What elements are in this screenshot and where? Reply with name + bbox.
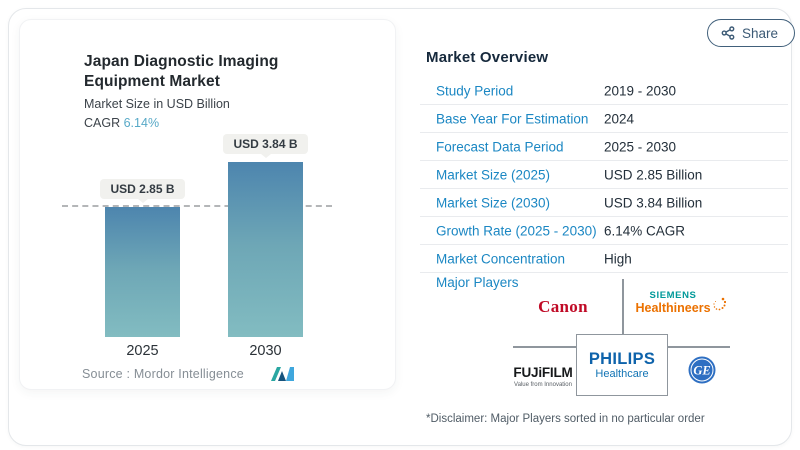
- chart-title: Japan Diagnostic Imaging Equipment Marke…: [84, 53, 279, 90]
- overview-table: Study Period 2019 - 2030 Base Year For E…: [420, 77, 788, 273]
- row-label: Study Period: [436, 83, 514, 98]
- overview-title: Market Overview: [426, 49, 549, 66]
- bar-group-2030: USD 3.84 B 2030: [223, 134, 308, 359]
- players-divider-vertical: [622, 279, 624, 334]
- ge-logo: GE: [687, 355, 717, 390]
- chart-subtitle: Market Size in USD Billion: [84, 97, 230, 111]
- table-row: Forecast Data Period 2025 - 2030: [420, 133, 788, 161]
- row-value: High: [604, 251, 632, 266]
- bar-chart: USD 2.85 B 2025 USD 3.84 B 2030: [62, 130, 332, 359]
- row-value: 2024: [604, 111, 635, 126]
- cagr-value: 6.14%: [123, 116, 160, 130]
- philips-logo-box: PHILIPS Healthcare: [576, 334, 668, 396]
- mordor-intelligence-logo-icon: [270, 366, 296, 387]
- row-label: Market Size (2030): [436, 195, 551, 210]
- chart-cagr: CAGR 6.14%: [84, 116, 159, 130]
- ge-monogram: GE: [693, 364, 710, 378]
- row-value: USD 2.85 Billion: [604, 167, 703, 182]
- fujifilm-wordmark: FUJiFILM: [513, 365, 573, 380]
- canon-logo: Canon: [538, 297, 588, 316]
- row-label: Market Concentration: [436, 251, 566, 266]
- share-icon: [721, 26, 735, 40]
- row-value: 6.14% CAGR: [604, 223, 686, 238]
- share-label: Share: [742, 25, 779, 41]
- row-value: USD 3.84 Billion: [604, 195, 703, 210]
- row-value: 2025 - 2030: [604, 139, 677, 154]
- players-divider-horizontal-right: [668, 346, 730, 348]
- philips-wordmark: PHILIPS: [588, 349, 656, 368]
- row-value: 2019 - 2030: [604, 83, 677, 98]
- share-button[interactable]: Share: [707, 19, 796, 47]
- disclaimer-text: *Disclaimer: Major Players sorted in no …: [426, 413, 705, 425]
- fujifilm-logo: FUJiFILM Value from Innovation: [503, 366, 583, 392]
- table-row: Study Period 2019 - 2030: [420, 77, 788, 105]
- row-label: Base Year For Estimation: [436, 111, 589, 126]
- x-axis-label-2025: 2025: [126, 343, 159, 359]
- source-label: Source : Mordor Intelligence: [82, 367, 244, 381]
- major-players-label: Major Players: [436, 275, 519, 290]
- chart-panel: Japan Diagnostic Imaging Equipment Marke…: [19, 19, 396, 390]
- siemens-wordmark: SIEMENS: [649, 290, 697, 301]
- x-axis-label-2030: 2030: [249, 343, 282, 359]
- row-label: Market Size (2025): [436, 167, 551, 182]
- siemens-swirl-icon: [712, 297, 726, 315]
- table-row: Market Size (2030) USD 3.84 Billion: [420, 189, 788, 217]
- bar-group-2025: USD 2.85 B 2025: [100, 179, 185, 359]
- row-label: Growth Rate (2025 - 2030): [436, 223, 597, 238]
- bar-2030: [228, 162, 303, 337]
- value-badge-2025: USD 2.85 B: [100, 179, 185, 199]
- table-row: Market Size (2025) USD 2.85 Billion: [420, 161, 788, 189]
- market-overview-card: Japan Diagnostic Imaging Equipment Marke…: [8, 8, 796, 446]
- bar-2025: [105, 207, 180, 337]
- table-row: Growth Rate (2025 - 2030) 6.14% CAGR: [420, 217, 788, 245]
- row-label: Forecast Data Period: [436, 139, 564, 154]
- reference-dashed-line: [62, 205, 332, 207]
- value-badge-2030: USD 3.84 B: [223, 134, 308, 154]
- table-row: Base Year For Estimation 2024: [420, 105, 788, 133]
- fujifilm-tagline: Value from Innovation: [514, 382, 572, 388]
- healthineers-wordmark: Healthineers: [635, 297, 726, 314]
- siemens-healthineers-logo: SIEMENS Healthineers: [623, 290, 726, 314]
- philips-healthcare-label: Healthcare: [595, 367, 649, 380]
- cagr-label: CAGR: [84, 116, 121, 130]
- table-row: Market Concentration High: [420, 245, 788, 273]
- players-divider-horizontal-left: [513, 346, 576, 348]
